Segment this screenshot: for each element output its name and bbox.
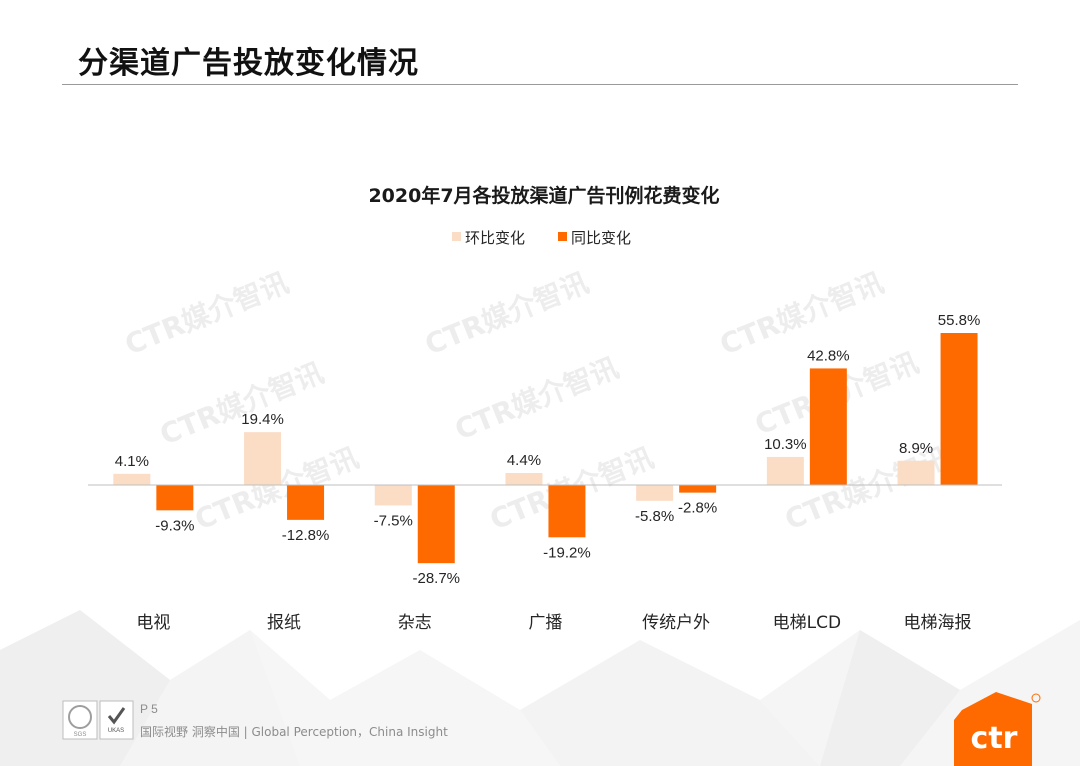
data-label: -12.8% [282,527,330,544]
category-label: 电梯LCD [773,613,841,633]
bar [636,485,674,501]
bar [940,333,978,485]
watermark-text: CTR媒介智讯 [715,266,888,361]
bar [287,485,325,520]
category-label: 电视 [136,613,170,633]
watermark-text: CTR媒介智讯 [155,356,328,451]
bars [113,333,978,564]
bar [244,432,282,485]
page-number: P 5 [140,702,158,716]
legend: 环比变化 同比变化 [452,229,631,247]
footer-slogan: 国际视野 洞察中国 | Global Perception，China Insi… [140,725,448,739]
watermark-text: CTR媒介智讯 [420,266,593,361]
bar [809,368,847,485]
data-label: 42.8% [807,347,850,364]
category-label: 杂志 [398,613,432,633]
category-label: 电梯海报 [904,613,972,633]
data-label: 19.4% [241,411,284,428]
legend-swatch [558,232,567,241]
bar [113,473,151,485]
chart-title: 2020年7月各投放渠道广告刊例花费变化 [368,184,719,207]
data-label: 8.9% [899,440,933,457]
page-title: 分渠道广告投放变化情况 [78,46,419,81]
legend-label: 同比变化 [571,229,631,247]
ctr-logo: ctr [954,692,1041,766]
bar [505,473,543,485]
legend-label: 环比变化 [465,229,525,247]
data-label: 10.3% [764,436,807,453]
data-label: 4.4% [507,452,541,469]
data-label: -2.8% [678,500,717,517]
svg-text:UKAS: UKAS [108,728,124,734]
category-labels: 电视 报纸 杂志 广播 传统户外 电梯LCD 电梯海报 [136,613,971,633]
title-divider [62,84,1018,85]
bar [548,485,586,538]
category-label: 报纸 [267,613,301,633]
watermark-text: CTR媒介智讯 [120,266,293,361]
data-label: 4.1% [115,453,149,470]
watermark-text: CTR媒介智讯 [450,351,623,446]
legend-swatch [452,232,461,241]
svg-text:ctr: ctr [971,721,1018,756]
bar [679,485,717,493]
bar [156,485,194,511]
data-label: -5.8% [635,508,674,525]
data-label: -9.3% [155,517,194,534]
bar [374,485,412,506]
data-label: -7.5% [374,512,413,529]
category-label: 传统户外 [642,613,710,633]
bar [766,456,804,485]
certification-logos: SGS UKAS [62,700,134,740]
data-label: 55.8% [938,312,981,329]
data-labels: 4.1% -9.3% 19.4% -12.8% -7.5% -28.7% 4.4% -19.2… [115,312,981,587]
svg-text:SGS: SGS [74,732,87,738]
data-label: -19.2% [543,544,591,561]
bar [417,485,455,564]
category-label: 广播 [528,613,562,633]
data-label: -28.7% [412,570,460,587]
bar [897,460,935,485]
